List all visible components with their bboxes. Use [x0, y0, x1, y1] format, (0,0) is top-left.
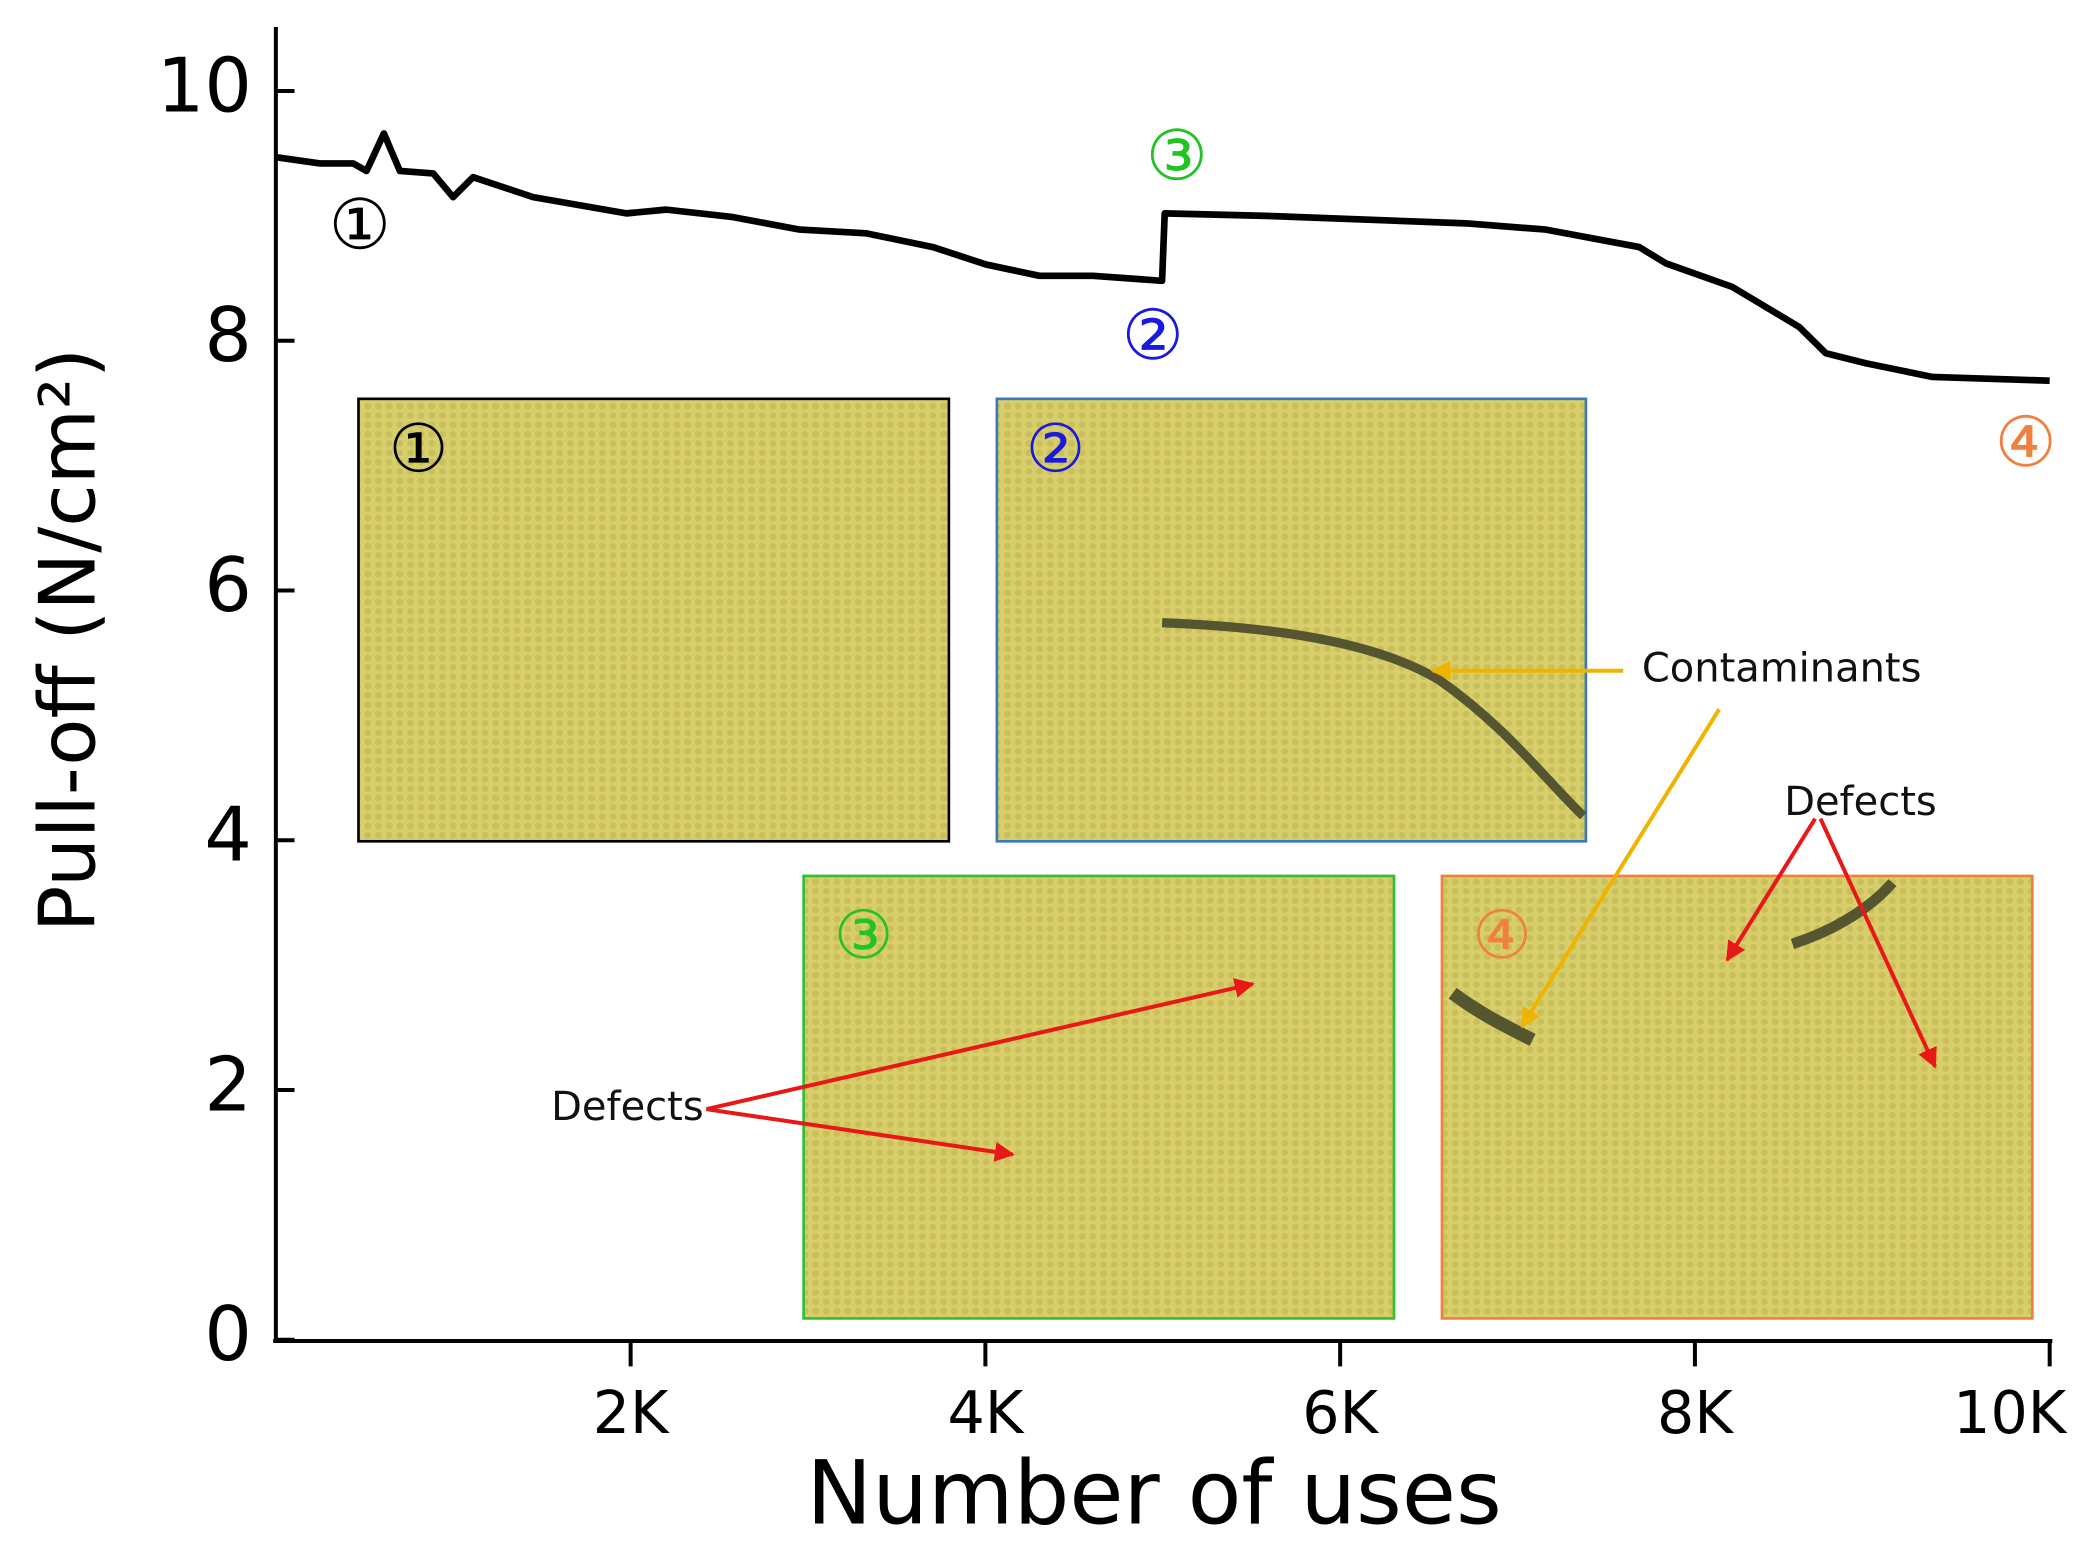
- arrow: [1818, 817, 1937, 1069]
- inset-image: [995, 397, 1588, 843]
- annotation: ④: [1995, 403, 2057, 483]
- x-axis-title: Number of uses: [806, 1442, 1501, 1545]
- annotation: ③: [1146, 116, 1208, 196]
- line: [275, 130, 2050, 385]
- y-tick-label: 4: [204, 792, 251, 879]
- x-tick-label: 2K: [593, 1379, 670, 1447]
- y-tick-label: 6: [204, 542, 251, 629]
- x-tick-label: 4K: [948, 1379, 1025, 1447]
- annotation: ①: [329, 186, 391, 266]
- inset-label: ①: [389, 410, 449, 488]
- callout-label: Contaminants: [1642, 646, 1922, 692]
- x-tick-label: 6K: [1302, 1379, 1379, 1447]
- callout-arrows: [705, 660, 1937, 1162]
- contaminant: [1790, 879, 1897, 949]
- y-axis-title: Pull-off (N/cm²): [23, 348, 113, 932]
- y-tick-label: 8: [204, 292, 251, 379]
- inset-images: [357, 397, 2034, 1320]
- callout-label: Defects: [1784, 779, 1937, 825]
- inset-image: [802, 874, 1396, 1320]
- y-tick-label: 2: [204, 1041, 251, 1128]
- inset-label: ③: [834, 896, 894, 974]
- arrow: [706, 1107, 1015, 1162]
- x-tick-label: 8K: [1657, 1379, 1734, 1447]
- x-tick-label: 10K: [1953, 1379, 2068, 1447]
- arrow: [705, 978, 1255, 1112]
- y-tick-label: 0: [204, 1291, 251, 1378]
- inset-label: ④: [1472, 896, 1532, 974]
- contaminant: [1448, 987, 1536, 1046]
- annotation: ②: [1122, 296, 1184, 376]
- y-tick-label: 10: [157, 42, 252, 129]
- arrow: [1520, 708, 1721, 1029]
- arrow: [1725, 817, 1817, 962]
- inset-label: ②: [1026, 410, 1086, 488]
- callout-label: Defects: [551, 1084, 704, 1130]
- inset-image: [357, 397, 951, 843]
